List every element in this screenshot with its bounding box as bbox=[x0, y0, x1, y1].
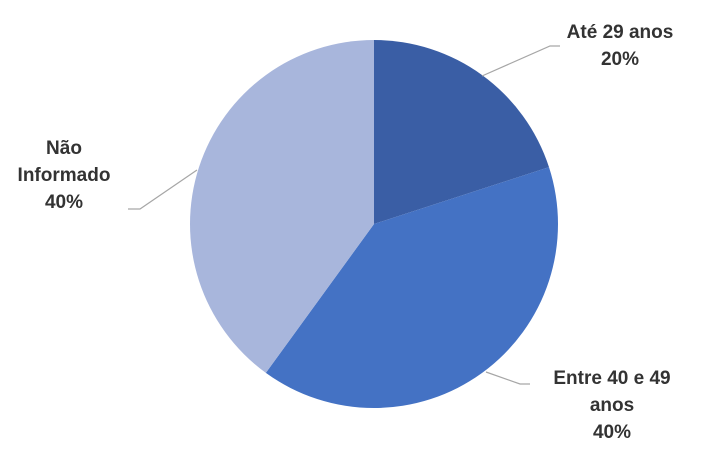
slice-percent: 40% bbox=[45, 192, 83, 213]
data-labels: Até 29 anos 20% Entre 40 e 49 anos 40% Não Inf… bbox=[18, 22, 674, 443]
leader-line-3 bbox=[128, 169, 198, 210]
pie-slice-3 bbox=[190, 40, 374, 373]
leader-line-2 bbox=[485, 371, 530, 385]
pie-slices bbox=[190, 40, 558, 408]
data-label-3: Não Informado 40% bbox=[18, 138, 111, 213]
pie-slice-1 bbox=[374, 40, 549, 224]
data-label-1: Até 29 anos 20% bbox=[567, 22, 674, 70]
slice-label-line: Informado bbox=[18, 165, 111, 186]
data-label-2: Entre 40 e 49 anos 40% bbox=[553, 368, 670, 443]
leader-line-1 bbox=[481, 45, 560, 77]
slice-percent: 40% bbox=[593, 422, 631, 443]
slice-percent: 20% bbox=[601, 49, 639, 70]
slice-label-line: Entre 40 e 49 bbox=[553, 368, 670, 389]
pie-slice-2 bbox=[265, 167, 558, 408]
slice-label-line: Não bbox=[46, 138, 82, 159]
slice-label-line: Até 29 anos bbox=[567, 22, 674, 43]
leader-lines bbox=[128, 45, 560, 385]
slice-label-line: anos bbox=[590, 395, 634, 416]
